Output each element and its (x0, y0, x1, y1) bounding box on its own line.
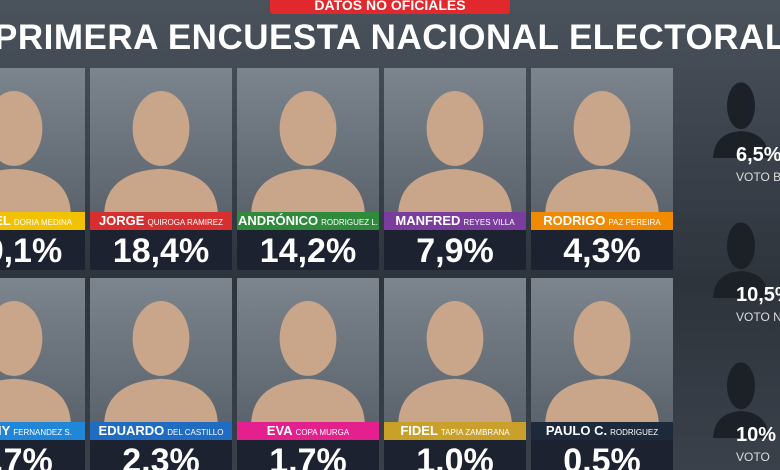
candidate-card: MANFRED REYES VILLA 7,9% (384, 68, 526, 270)
other-option: 10% VOTO (706, 348, 780, 470)
percent: 0,5% (531, 440, 673, 470)
name-bar: EDUARDO DEL CASTILLO (90, 422, 232, 440)
title: PRIMERA ENCUESTA NACIONAL ELECTORAL (0, 18, 780, 57)
portrait (545, 301, 659, 422)
name-bar: JORGE QUIROGA RAMIREZ (90, 212, 232, 230)
percent: 3,7% (0, 440, 85, 470)
first-name: EDUARDO (98, 423, 165, 438)
last-name: DORIA MEDINA (13, 218, 73, 227)
name-bar: EVA COPA MURGA (237, 422, 379, 440)
name-bar: FIDEL TAPIA ZAMBRANA (384, 422, 526, 440)
first-name: SAMUEL (0, 213, 11, 228)
last-name: RODRIGUEZ (610, 428, 659, 437)
name-bar: ANDRÓNICO RODRIGUEZ L. (237, 212, 379, 230)
portrait (251, 91, 365, 212)
last-name: RODRIGUEZ L. (321, 218, 379, 227)
last-name: FERNANDEZ S. (13, 428, 72, 437)
last-name: COPA MURGA (295, 428, 350, 437)
portrait (713, 82, 769, 158)
percent: 2,3% (90, 440, 232, 470)
last-name: TAPIA ZAMBRANA (440, 428, 510, 437)
name-bar: JHONNYFERNANDEZ S. (0, 422, 85, 440)
first-name: EVA (266, 423, 293, 438)
candidate-card: EDUARDO DEL CASTILLO 2,3% (90, 278, 232, 470)
candidate-card: SAMUELDORIA MEDINA19,1% (0, 68, 85, 270)
first-name: PAULO C. (545, 423, 608, 438)
first-name: FIDEL (400, 423, 438, 438)
last-name: PAZ PEREIRA (608, 218, 661, 227)
last-name: DEL CASTILLO (167, 428, 224, 437)
photo (237, 68, 379, 212)
first-name: JORGE (98, 213, 145, 228)
photo (0, 68, 85, 212)
portrait (545, 91, 659, 212)
candidate-card: FIDEL TAPIA ZAMBRANA 1,0% (384, 278, 526, 470)
percent: 7,9% (384, 230, 526, 270)
photo (531, 278, 673, 422)
percent: 10% (736, 424, 777, 446)
percent: 4,3% (531, 230, 673, 270)
percent: 19,1% (0, 230, 85, 270)
name-bar: PAULO C. RODRIGUEZ (531, 422, 673, 440)
option-label: VOTO BLANCO (736, 170, 780, 184)
option-label: VOTO NULO (736, 310, 780, 324)
first-name: ANDRÓNICO (237, 213, 319, 228)
portrait (0, 91, 71, 212)
first-name: RODRIGO (543, 213, 606, 228)
candidate-card: EVA COPA MURGA 1,7% (237, 278, 379, 470)
candidate-card: JHONNYFERNANDEZ S.3,7% (0, 278, 85, 470)
first-name: MANFRED (395, 213, 461, 228)
photo (384, 68, 526, 212)
percent: 18,4% (90, 230, 232, 270)
photo (384, 278, 526, 422)
portrait (713, 222, 769, 298)
photo (90, 278, 232, 422)
last-name: REYES VILLA (463, 218, 515, 227)
candidate-card: ANDRÓNICO RODRIGUEZ L. 14,2% (237, 68, 379, 270)
photo (0, 278, 85, 422)
portrait (104, 91, 218, 212)
candidate-card: JORGE QUIROGA RAMIREZ 18,4% (90, 68, 232, 270)
name-bar: RODRIGO PAZ PEREIRA (531, 212, 673, 230)
option-label: VOTO (736, 450, 770, 464)
candidate-card: RODRIGO PAZ PEREIRA 4,3% (531, 68, 673, 270)
photo (531, 68, 673, 212)
name-bar: MANFRED REYES VILLA (384, 212, 526, 230)
other-option: 10,5% VOTO NULO (706, 208, 780, 338)
percent: 1,7% (237, 440, 379, 470)
badge: DATOS NO OFICIALES (270, 0, 510, 14)
portrait (398, 91, 512, 212)
percent: 1,0% (384, 440, 526, 470)
candidate-card: PAULO C. RODRIGUEZ 0,5% (531, 278, 673, 470)
last-name: QUIROGA RAMIREZ (147, 218, 224, 227)
percent: 10,5% (736, 284, 780, 306)
photo (90, 68, 232, 212)
percent: 14,2% (237, 230, 379, 270)
portrait (713, 362, 769, 438)
portrait (104, 301, 218, 422)
portrait (251, 301, 365, 422)
name-bar: SAMUELDORIA MEDINA (0, 212, 85, 230)
other-option: 6,5% VOTO BLANCO (706, 68, 780, 198)
portrait (0, 301, 71, 422)
photo (237, 278, 379, 422)
percent: 6,5% (736, 144, 780, 166)
first-name: JHONNY (0, 423, 11, 438)
portrait (398, 301, 512, 422)
